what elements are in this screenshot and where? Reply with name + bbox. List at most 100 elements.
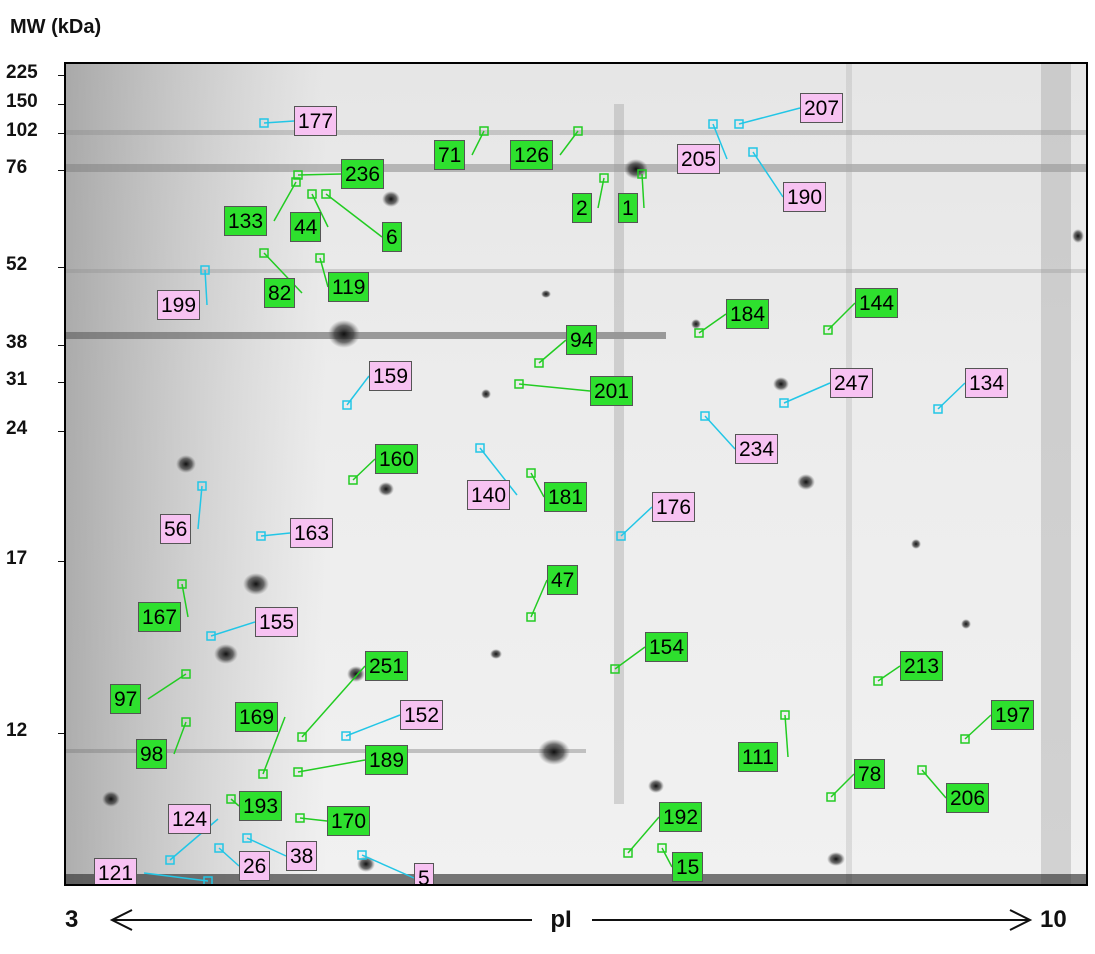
mw-label: 225 — [6, 62, 38, 83]
callout-line-199 — [204, 269, 208, 306]
spot-marker-47 — [526, 612, 536, 622]
spot-label-140: 140 — [467, 480, 511, 510]
mw-tick — [58, 133, 66, 134]
gel-band — [66, 749, 586, 753]
spot-marker-199 — [200, 265, 210, 275]
spot-marker-94 — [534, 358, 544, 368]
spot-marker-44 — [307, 189, 317, 199]
x-axis-title: pI — [550, 906, 572, 933]
callout-line-190 — [752, 151, 784, 198]
gel-spot — [541, 290, 551, 298]
callout-line-38 — [246, 837, 287, 857]
callout-line-251 — [301, 665, 366, 738]
spot-label-2: 2 — [572, 193, 592, 223]
gel-spot — [102, 791, 120, 807]
spot-marker-97 — [181, 669, 191, 679]
spot-marker-251 — [297, 732, 307, 742]
callout-line-152 — [345, 714, 401, 737]
mw-label: 17 — [6, 548, 28, 569]
gel-spot — [827, 852, 845, 866]
spot-label-38: 38 — [286, 841, 318, 871]
gel-spot — [378, 482, 394, 496]
callout-line-192 — [627, 816, 660, 854]
callout-line-56 — [197, 485, 203, 530]
callout-line-5 — [361, 854, 415, 879]
spot-label-97: 97 — [110, 684, 142, 714]
gel-spot — [328, 320, 360, 348]
callout-line-207 — [738, 107, 801, 125]
callout-line-176 — [620, 506, 653, 537]
spot-marker-160 — [348, 475, 358, 485]
gel-image: 177 71 126 207 205 190 236 133 44 6 2 1 199 82 119 184 1… — [64, 62, 1088, 886]
gel-bottom-band — [66, 874, 1086, 884]
spot-marker-176 — [616, 531, 626, 541]
spot-marker-169 — [258, 769, 268, 779]
spot-label-56: 56 — [160, 514, 192, 544]
spot-marker-5 — [357, 850, 367, 860]
spot-marker-206 — [917, 765, 927, 775]
callout-line-44 — [311, 193, 329, 228]
spot-label-126: 126 — [510, 140, 554, 170]
spot-label-236: 236 — [341, 159, 385, 189]
mw-label: 31 — [6, 369, 28, 390]
callout-line-119 — [319, 257, 329, 288]
gel-spot — [648, 779, 664, 793]
arrow-left-head — [109, 909, 133, 931]
spot-marker-155 — [206, 631, 216, 641]
spot-label-247: 247 — [830, 368, 874, 398]
spot-marker-6 — [321, 189, 331, 199]
spot-label-176: 176 — [652, 492, 696, 522]
spot-markers — [165, 118, 970, 884]
mw-label: 38 — [6, 332, 28, 353]
callout-line-2 — [597, 177, 605, 209]
spot-label-154: 154 — [645, 632, 689, 662]
gel-spot — [691, 319, 701, 329]
spot-marker-98 — [181, 717, 191, 727]
spot-marker-133 — [291, 177, 301, 187]
gel-spot — [481, 389, 491, 399]
spot-marker-159 — [342, 400, 352, 410]
x-axis-left-label: 3 — [65, 906, 79, 933]
spot-label-167: 167 — [138, 602, 182, 632]
gel-spot — [176, 455, 196, 473]
mw-tick — [58, 345, 66, 346]
callout-line-6 — [325, 193, 383, 238]
spot-label-169: 169 — [235, 702, 279, 732]
spot-marker-56 — [197, 481, 207, 491]
spot-marker-121 — [203, 876, 213, 884]
x-axis-arrows — [109, 909, 1033, 931]
callout-line-167 — [181, 583, 189, 618]
spot-label-15: 15 — [672, 852, 704, 882]
mw-label: 12 — [6, 720, 28, 741]
spot-label-6: 6 — [382, 222, 402, 252]
gel-streak — [846, 64, 852, 884]
spot-label-160: 160 — [375, 444, 419, 474]
spot-label-78: 78 — [854, 759, 886, 789]
callout-line-154 — [614, 646, 646, 670]
spot-marker-2 — [599, 173, 609, 183]
spot-marker-119 — [315, 253, 325, 263]
spot-marker-134 — [933, 404, 943, 414]
spot-label-134: 134 — [965, 368, 1009, 398]
spot-marker-234 — [700, 411, 710, 421]
spot-label-181: 181 — [544, 482, 588, 512]
spot-label-5: 5 — [414, 863, 434, 884]
spot-marker-126 — [573, 126, 583, 136]
spot-marker-111 — [780, 710, 790, 720]
spot-marker-154 — [610, 664, 620, 674]
spot-label-199: 199 — [157, 290, 201, 320]
gel-spot — [1072, 229, 1084, 243]
spot-label-189: 189 — [365, 745, 409, 775]
spot-marker-152 — [341, 731, 351, 741]
callout-line-234 — [704, 415, 736, 450]
spot-label-190: 190 — [783, 182, 827, 212]
spot-label-47: 47 — [547, 565, 579, 595]
callout-line-15 — [661, 847, 673, 868]
spot-marker-177 — [259, 118, 269, 128]
mw-label: 24 — [6, 418, 28, 439]
gel-spot — [624, 159, 648, 179]
spot-marker-167 — [177, 579, 187, 589]
callout-line-163 — [260, 532, 291, 537]
mw-label: 150 — [6, 91, 38, 112]
spot-label-26: 26 — [239, 851, 271, 881]
